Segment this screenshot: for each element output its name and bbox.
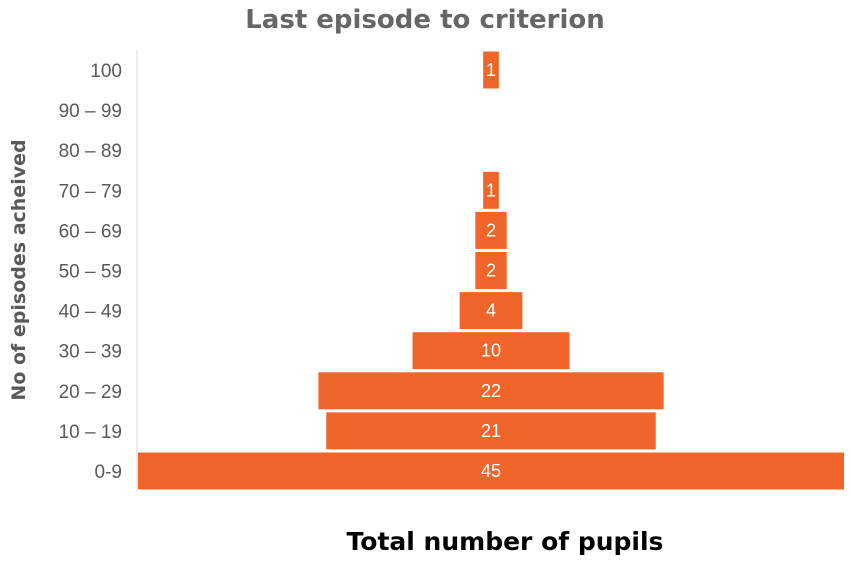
data-label: 1 — [486, 60, 496, 80]
data-label: 2 — [486, 220, 496, 240]
data-label: 22 — [481, 381, 501, 401]
tick-label: 20 – 29 — [59, 382, 122, 403]
data-label: 10 — [481, 341, 501, 361]
tick-label: 30 – 39 — [59, 342, 122, 363]
tick-label: 90 – 99 — [59, 101, 122, 122]
bar — [459, 292, 523, 330]
bar — [326, 412, 656, 450]
tick-label: 40 – 49 — [59, 302, 122, 323]
bar — [483, 51, 499, 89]
x-axis-label: Total number of pupils — [347, 527, 664, 556]
tick-label: 50 – 59 — [59, 262, 122, 283]
chart-title: Last episode to criterion — [245, 5, 605, 35]
bar — [138, 452, 844, 490]
y-axis-label: No of episodes acheived — [8, 139, 30, 400]
data-label: 1 — [486, 180, 496, 200]
tick-label: 10 – 19 — [59, 422, 122, 443]
tick-label: 100 — [90, 61, 122, 82]
data-label: 4 — [486, 301, 496, 321]
tick-label: 80 – 89 — [59, 141, 122, 162]
bar — [412, 332, 570, 370]
bar — [318, 372, 664, 410]
tick-label: 70 – 79 — [59, 181, 122, 202]
tick-label: 0-9 — [95, 462, 122, 483]
bar — [475, 211, 507, 249]
data-label: 2 — [486, 261, 496, 281]
data-label: 21 — [481, 421, 501, 441]
tick-label: 60 – 69 — [59, 221, 122, 242]
bar — [475, 252, 507, 289]
bar — [483, 171, 499, 209]
data-label: 45 — [481, 461, 501, 481]
tick-labels-group: 0-9 10 – 19 20 – 29 30 – 39 40 – 49 50 – 59 60… — [59, 61, 122, 483]
